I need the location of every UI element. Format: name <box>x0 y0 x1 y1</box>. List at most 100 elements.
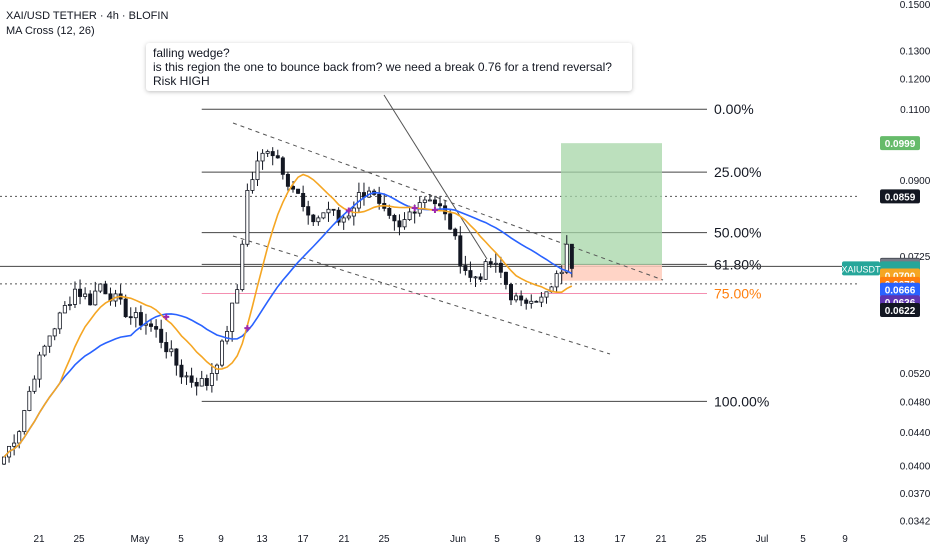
candle-body <box>285 173 290 187</box>
candle-body <box>265 151 270 154</box>
candle-body <box>316 217 321 223</box>
note-pointer-line <box>383 94 488 260</box>
candle-body <box>72 288 77 305</box>
time-tick-label: 9 <box>218 534 224 545</box>
candle-body <box>204 378 209 386</box>
time-tick-label: 9 <box>535 534 541 545</box>
candle-body <box>103 283 108 295</box>
candle-body <box>260 152 265 162</box>
price-tick-label: 0.0370 <box>900 489 931 500</box>
candle-body <box>554 273 559 288</box>
indicator-title: MA Cross (12, 26) <box>6 25 95 37</box>
candle-body <box>407 211 412 220</box>
candle-body <box>341 217 346 223</box>
price-tag <box>880 282 920 297</box>
candle-body <box>427 199 432 202</box>
candle-body <box>519 295 524 301</box>
candle-body <box>133 312 138 319</box>
candle-body <box>458 235 463 266</box>
candle-body <box>57 312 62 330</box>
chart-header: XAI/USD TETHER · 4h · BLOFIN MA Cross (1… <box>6 9 168 39</box>
time-tick-label: 9 <box>842 534 848 545</box>
candle-body <box>138 312 143 326</box>
time-tick-label: 13 <box>573 534 585 545</box>
fib-level-label: 0.00% <box>714 101 754 117</box>
note-line-1: falling wedge? <box>153 46 230 60</box>
candle-body <box>508 284 513 301</box>
candle-body <box>564 243 569 273</box>
time-tick-label: 17 <box>614 534 626 545</box>
price-tick-label: 0.0725 <box>900 252 931 263</box>
candle-body <box>377 193 382 204</box>
price-tick-label: 0.0520 <box>900 369 931 380</box>
candle-body <box>326 208 331 214</box>
candle-body <box>478 276 483 280</box>
fib-level-label: 75.00% <box>714 285 761 301</box>
candle-body <box>397 220 402 228</box>
ma-cross-marker <box>163 313 170 320</box>
candle-body <box>301 192 306 208</box>
ma-cross-marker <box>431 206 438 213</box>
price-tags: 0.09990.08590.07070.07060.070003:51:160.… <box>841 136 920 318</box>
candle-body <box>235 289 240 304</box>
candle-body <box>463 265 468 271</box>
price-tick-label: 0.0440 <box>900 428 931 439</box>
candle-body <box>47 335 52 347</box>
price-tag <box>880 189 920 204</box>
candle-body <box>539 296 544 303</box>
candle-body <box>230 302 235 332</box>
candle-body <box>443 205 448 215</box>
ma-cross-marker <box>411 205 418 212</box>
price-tag <box>880 303 920 318</box>
stop-zone <box>561 264 662 281</box>
candle-body <box>240 243 245 290</box>
candle-body <box>483 261 488 280</box>
fibonacci-retracement[interactable]: 0.00% 25.00% 50.00% 61.80% 75.00% 100.00% <box>201 101 770 409</box>
long-position-tool[interactable] <box>561 143 662 281</box>
candle-body <box>83 293 88 297</box>
price-tick-label: 0.1500 <box>900 0 931 11</box>
time-tick-label: 21 <box>655 534 667 545</box>
candle-body <box>311 214 316 223</box>
candle-body <box>154 326 159 330</box>
note-line-2: is this region the one to bounce back fr… <box>153 60 612 74</box>
price-tick-label: 0.0342 <box>900 517 931 528</box>
candle-body <box>32 378 37 392</box>
fib-level-label: 50.00% <box>714 225 761 241</box>
time-tick-label: 13 <box>256 534 268 545</box>
candle-body <box>306 206 311 216</box>
candle-body <box>78 288 83 297</box>
falling-wedge-lines[interactable] <box>232 94 664 355</box>
ma-cross-marker <box>345 207 352 214</box>
price-tick-label: 0.1300 <box>900 46 931 57</box>
fib-level-label: 25.00% <box>714 164 761 180</box>
ma-cross-lines <box>3 173 573 458</box>
price-tag <box>880 136 920 151</box>
time-tick-label: 5 <box>178 534 184 545</box>
candle-body <box>225 331 230 342</box>
ma-slow-line <box>3 191 573 458</box>
candle-body <box>412 211 417 214</box>
symbol-title: XAI/USD TETHER · 4h · BLOFIN <box>6 10 169 22</box>
time-tick-label: 25 <box>695 534 707 545</box>
annotation-note[interactable]: falling wedge? is this region the one to… <box>146 43 632 91</box>
candle-body <box>174 348 179 366</box>
candle-body <box>422 199 427 203</box>
candle-body <box>275 155 280 159</box>
candle-body <box>27 390 32 411</box>
candle-body <box>17 431 22 444</box>
candle-body <box>220 340 225 366</box>
price-tag-label: 0.0666 <box>885 286 916 297</box>
candle-body <box>67 304 72 306</box>
candle-body <box>159 328 164 343</box>
time-tick-label: 25 <box>73 534 85 545</box>
candle-body <box>321 212 326 219</box>
candle-body <box>189 375 194 383</box>
candle-body <box>169 348 174 353</box>
candle-body <box>209 373 214 386</box>
time-axis[interactable]: 21 25 May 5 9 13 17 21 25 Jun 5 9 13 17 21 25 Jul 5 9 <box>33 534 848 545</box>
candle-body <box>529 300 534 304</box>
candle-body <box>52 328 57 337</box>
candle-body <box>392 215 397 222</box>
